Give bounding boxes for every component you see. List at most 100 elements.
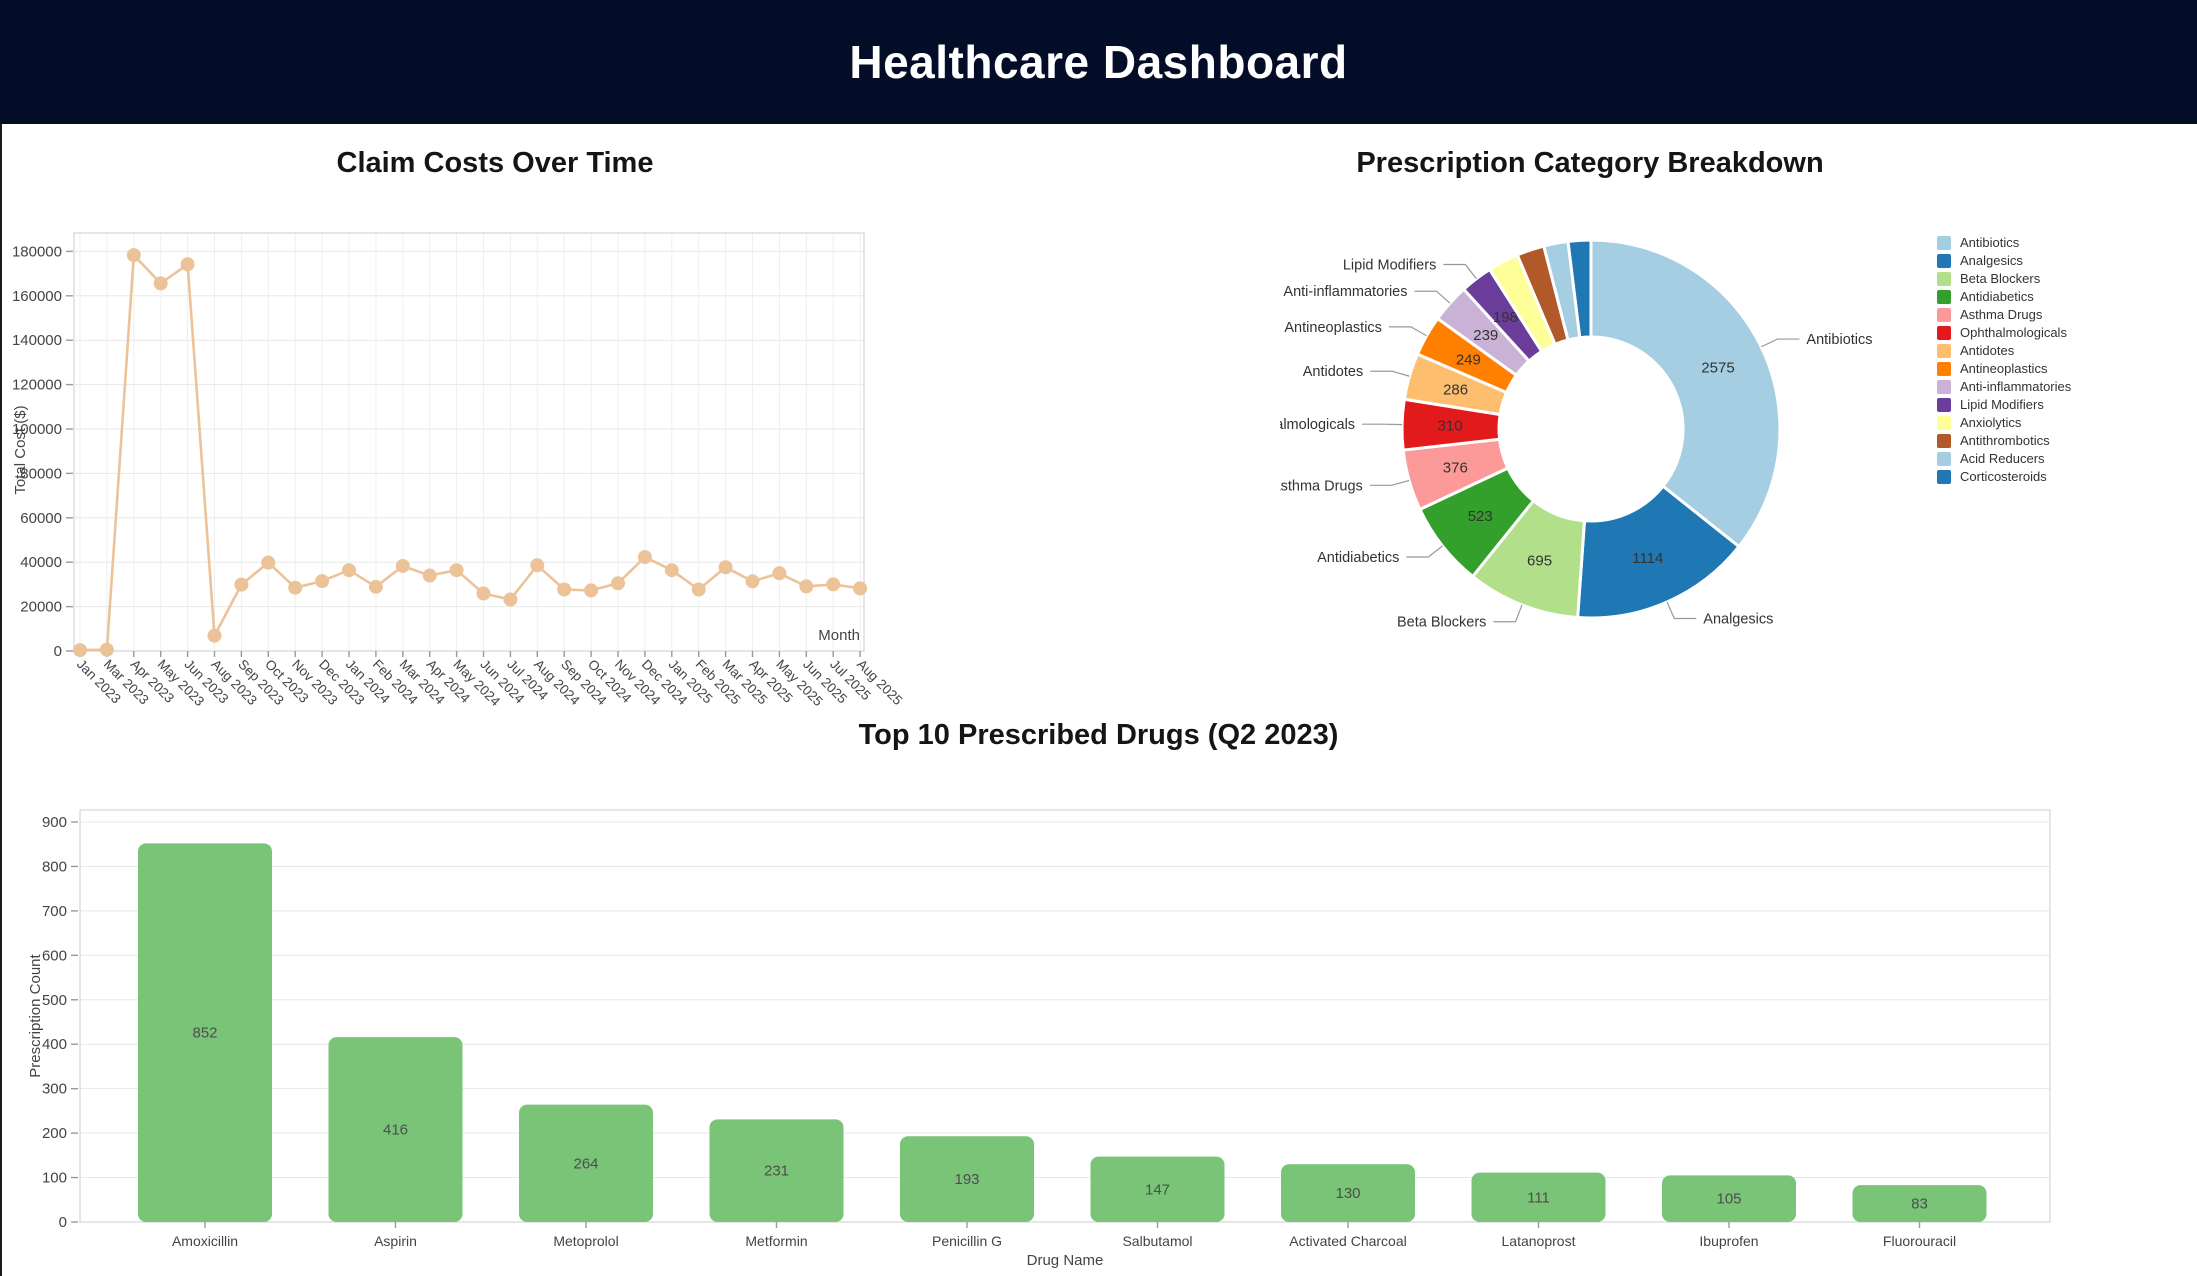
- line-point[interactable]: [395, 558, 410, 573]
- legend-item-asthma-drugs[interactable]: Asthma Drugs: [1937, 308, 2177, 322]
- label-leader-line: [1370, 370, 1410, 377]
- bar-salbutamol[interactable]: [1090, 1156, 1225, 1222]
- legend-swatch: [1937, 326, 1951, 340]
- label-leader-line: [1369, 479, 1410, 486]
- line-point[interactable]: [691, 582, 706, 597]
- x-tick-label: Ibuprofen: [1699, 1233, 1758, 1249]
- line-point[interactable]: [73, 643, 87, 658]
- legend-item-corticosteroids[interactable]: Corticosteroids: [1937, 470, 2177, 484]
- x-tick-label: Aspirin: [374, 1233, 417, 1249]
- line-point[interactable]: [745, 574, 760, 589]
- slice-value: 695: [1527, 552, 1552, 569]
- bar-penicillin-g[interactable]: [900, 1136, 1034, 1222]
- bar-metoprolol[interactable]: [519, 1104, 653, 1222]
- legend-item-acid-reducers[interactable]: Acid Reducers: [1937, 452, 2177, 466]
- pie-slice-analgesics[interactable]: [1576, 484, 1741, 620]
- line-point[interactable]: [664, 563, 679, 578]
- label-leader-line: [1666, 601, 1697, 620]
- slice-label: Asthma Drugs: [1280, 478, 1363, 494]
- line-point[interactable]: [422, 568, 437, 583]
- line-point[interactable]: [261, 555, 276, 570]
- line-point[interactable]: [234, 577, 249, 592]
- donut-chart-title: Prescription Category Breakdown: [1356, 147, 1824, 179]
- line-point[interactable]: [207, 628, 222, 643]
- legend-swatch: [1937, 254, 1951, 268]
- legend-item-ophthalmologicals[interactable]: Ophthalmologicals: [1937, 326, 2177, 340]
- legend-item-analgesics[interactable]: Analgesics: [1937, 254, 2177, 268]
- y-tick-label: 300: [42, 1081, 67, 1098]
- legend-item-anxiolytics[interactable]: Anxiolytics: [1937, 416, 2177, 430]
- line-point[interactable]: [718, 560, 733, 575]
- line-point[interactable]: [368, 579, 383, 594]
- line-point[interactable]: [772, 566, 787, 581]
- x-tick-label: Metformin: [745, 1233, 807, 1249]
- pie-slice-antibiotics[interactable]: [1589, 238, 1782, 549]
- legend-label: Anxiolytics: [1960, 415, 2022, 430]
- line-series: [79, 253, 861, 652]
- y-tick-label: 60000: [20, 510, 62, 527]
- bar-value: 147: [1145, 1181, 1170, 1198]
- bar-ibuprofen[interactable]: [1662, 1175, 1796, 1222]
- legend-item-antidotes[interactable]: Antidotes: [1937, 344, 2177, 358]
- legend-item-anti-inflammatories[interactable]: Anti-inflammatories: [1937, 380, 2177, 394]
- x-tick-label: Metoprolol: [553, 1233, 618, 1249]
- line-point[interactable]: [584, 583, 599, 598]
- legend-swatch: [1937, 236, 1951, 250]
- slice-value: 198: [1493, 309, 1518, 326]
- y-tick-label: 500: [42, 992, 67, 1009]
- slice-value: 2575: [1701, 360, 1734, 377]
- legend-swatch: [1937, 398, 1951, 412]
- legend-item-antineoplastics[interactable]: Antineoplastics: [1937, 362, 2177, 376]
- line-point[interactable]: [126, 248, 141, 263]
- page-title: Healthcare Dashboard: [849, 36, 1348, 88]
- line-point[interactable]: [288, 580, 303, 595]
- legend-label: Antithrombotics: [1960, 433, 2050, 448]
- line-point[interactable]: [799, 579, 814, 594]
- line-point[interactable]: [637, 550, 652, 565]
- label-leader-line: [1406, 545, 1443, 558]
- bar-activated-charcoal[interactable]: [1281, 1164, 1415, 1222]
- line-point[interactable]: [853, 581, 868, 596]
- line-point[interactable]: [153, 276, 168, 291]
- line-point[interactable]: [180, 257, 195, 272]
- bar-aspirin[interactable]: [328, 1037, 463, 1222]
- x-tick-label: Penicillin G: [932, 1233, 1002, 1249]
- bar-latanoprost[interactable]: [1471, 1172, 1606, 1222]
- donut-chart: 2575 Antibiotics 1114 Analgesics 695 Beta Blo…: [1280, 238, 1873, 631]
- line-point[interactable]: [315, 574, 330, 589]
- y-tick-label: 800: [42, 858, 67, 875]
- bar-amoxicillin[interactable]: [138, 843, 272, 1222]
- app-header: Healthcare Dashboard: [0, 0, 2197, 124]
- bar-metformin[interactable]: [709, 1119, 844, 1222]
- pie-slice-corticosteroids[interactable]: [1566, 238, 1593, 340]
- legend-item-beta-blockers[interactable]: Beta Blockers: [1937, 272, 2177, 286]
- legend-item-antidiabetics[interactable]: Antidiabetics: [1937, 290, 2177, 304]
- line-point[interactable]: [449, 563, 464, 578]
- line-point[interactable]: [342, 563, 356, 578]
- line-point[interactable]: [503, 592, 518, 607]
- bar-value: 130: [1335, 1185, 1360, 1202]
- bar-fluorouracil[interactable]: [1852, 1185, 1987, 1222]
- label-leader-line: [1388, 326, 1427, 337]
- line-point[interactable]: [530, 558, 545, 573]
- legend-item-antithrombotics[interactable]: Antithrombotics: [1937, 434, 2177, 448]
- line-point[interactable]: [557, 582, 572, 597]
- label-leader-line: [1493, 604, 1523, 623]
- slice-label: Beta Blockers: [1397, 615, 1486, 631]
- y-tick-label: 400: [42, 1036, 67, 1053]
- line-point[interactable]: [611, 576, 625, 591]
- y-tick-label: 140000: [12, 332, 62, 349]
- y-tick-label: 100000: [12, 421, 62, 438]
- line-point[interactable]: [476, 586, 491, 601]
- slice-label: Antidiabetics: [1317, 550, 1399, 566]
- line-point[interactable]: [826, 577, 841, 592]
- bar-value: 83: [1911, 1196, 1928, 1213]
- line-point[interactable]: [99, 642, 114, 657]
- slice-value: 249: [1456, 351, 1481, 368]
- slice-value: 239: [1473, 327, 1498, 344]
- line-chart: 0 20000 40000 60000 80000 100000 120000 140000 1…: [12, 232, 905, 709]
- legend-item-antibiotics[interactable]: Antibiotics: [1937, 236, 2177, 250]
- legend-item-lipid-modifiers[interactable]: Lipid Modifiers: [1937, 398, 2177, 412]
- slice-value: 286: [1443, 382, 1468, 399]
- y-tick-label: 180000: [12, 243, 62, 260]
